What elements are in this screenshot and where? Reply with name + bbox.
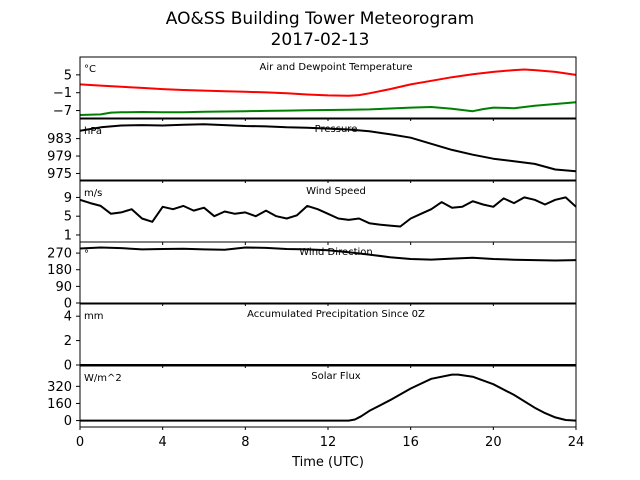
x-tick-label: 4 — [159, 435, 167, 450]
panel-unit-label: mm — [84, 311, 103, 322]
panel-unit-label: W/m^2 — [84, 373, 122, 384]
x-tick-label: 20 — [485, 435, 502, 450]
y-tick-label: 975 — [47, 167, 72, 182]
series-line-wind_speed-0 — [80, 196, 576, 228]
series-line-pressure-0 — [80, 123, 576, 173]
y-tick-label: −7 — [53, 104, 72, 119]
panel-title: Wind Direction — [299, 247, 373, 258]
panel-temperature: 5 −1 −7 °C Air and Dewpoint Temperature — [53, 56, 577, 121]
panels: 5 −1 −7 °C Air and Dewpoint Temperature 983 97… — [47, 56, 577, 430]
y-tick-label: 2 — [64, 334, 72, 349]
y-tick-label: 5 — [64, 210, 72, 225]
y-tick-label: 320 — [47, 380, 72, 395]
y-tick-label: 1 — [64, 228, 72, 243]
y-tick-label: 0 — [64, 414, 72, 429]
chart-title: AO&SS Building Tower Meteorogram — [166, 9, 474, 29]
y-tick-label: 0 — [64, 297, 72, 312]
panel-title: Pressure — [315, 124, 358, 135]
chart-subtitle: 2017-02-13 — [271, 30, 370, 50]
y-tick-label: 5 — [64, 68, 72, 83]
x-tick-label: 24 — [568, 435, 585, 450]
x-tick-label: 8 — [241, 435, 249, 450]
panel-title: Solar Flux — [311, 371, 361, 382]
x-tick-label: 12 — [320, 435, 337, 450]
series-line-wind_direction-0 — [80, 246, 576, 262]
y-tick-label: 180 — [47, 263, 72, 278]
x-axis-label: Time (UTC) — [291, 455, 364, 470]
x-tick-label: 0 — [76, 435, 84, 450]
panel-precipitation: 4 2 0 mm Accumulated Precipitation Since 0Z — [64, 303, 577, 374]
panel-pressure: 983 979 975 hPa Pressure — [47, 118, 577, 183]
panel-unit-label: °C — [84, 64, 96, 75]
y-tick-label: 9 — [64, 191, 72, 206]
y-tick-label: 983 — [47, 132, 72, 147]
series-line-temperature-0 — [80, 68, 576, 97]
panel-unit-label: m/s — [84, 188, 102, 199]
panel-solar_flux: 320 160 0 W/m^2 Solar Flux — [47, 365, 577, 430]
x-axis: 0 4 8 12 16 20 24 — [76, 435, 584, 450]
y-tick-label: 4 — [64, 310, 72, 325]
panel-wind_speed: 9 5 1 m/s Wind Speed — [64, 180, 577, 245]
y-tick-label: 0 — [64, 359, 72, 374]
y-tick-label: 160 — [47, 397, 72, 412]
panel-title: Air and Dewpoint Temperature — [260, 62, 413, 73]
panel-unit-label: ° — [84, 249, 89, 260]
series-line-solar_flux-0 — [80, 373, 576, 422]
y-tick-label: 90 — [55, 280, 72, 295]
series-line-temperature-1 — [80, 101, 576, 116]
panel-title: Accumulated Precipitation Since 0Z — [247, 309, 425, 320]
y-tick-label: 270 — [47, 247, 72, 262]
panel-title: Wind Speed — [306, 186, 366, 197]
panel-unit-label: hPa — [84, 126, 102, 137]
y-tick-label: −1 — [53, 86, 72, 101]
y-tick-label: 979 — [47, 150, 72, 165]
x-tick-label: 16 — [402, 435, 419, 450]
